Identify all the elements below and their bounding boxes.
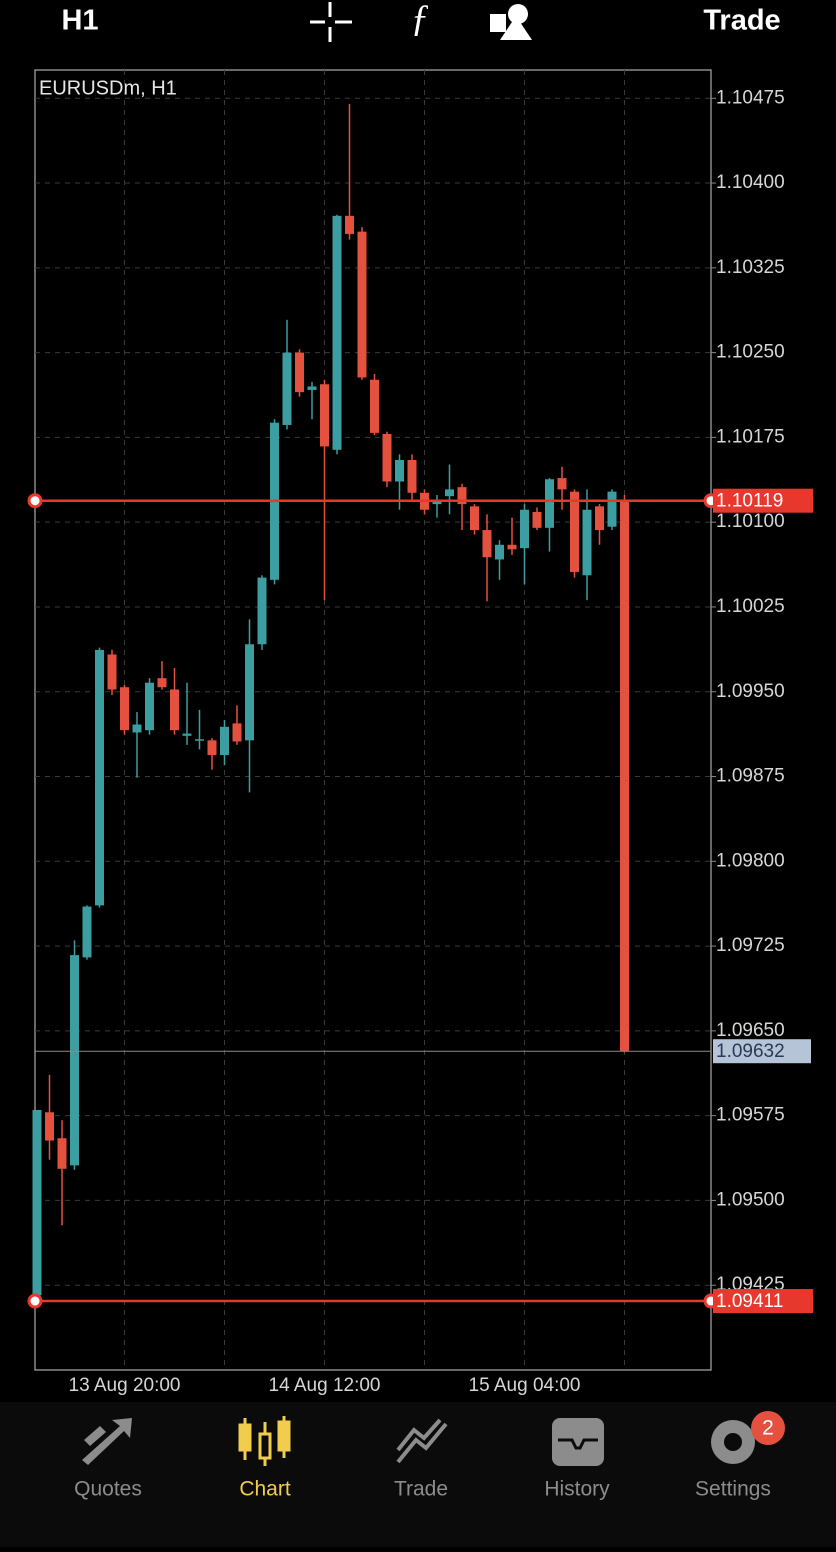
nav-labels: Quotes Chart Trade History Settings <box>74 1478 771 1501</box>
candle-body <box>370 379 379 433</box>
candle-body <box>45 1112 54 1141</box>
y-tick-label: 1.10475 <box>716 87 785 108</box>
candle-body <box>82 906 92 958</box>
y-tick-label: 1.09800 <box>716 850 785 871</box>
candle-body <box>482 530 492 558</box>
x-tick-label: 14 Aug 12:00 <box>269 1375 381 1396</box>
nav-label[interactable]: Trade <box>394 1478 448 1501</box>
candle-body <box>257 577 267 645</box>
y-tick-label: 1.09500 <box>716 1189 785 1210</box>
candle-body <box>32 1110 42 1296</box>
level-label: 1.10119 <box>716 491 783 512</box>
candle-body <box>57 1138 67 1169</box>
candle-body <box>532 512 542 528</box>
badge <box>751 1411 785 1445</box>
y-tick-label: 1.09725 <box>716 935 785 956</box>
candle-body <box>357 231 367 378</box>
chart-frame <box>34 69 712 1371</box>
candle-body <box>245 644 254 741</box>
bid-label-box <box>713 1039 811 1064</box>
nav-label[interactable]: Chart <box>239 1478 291 1501</box>
y-tick-label: 1.10025 <box>716 596 785 617</box>
candle-body <box>620 500 629 1052</box>
y-tick-label: 1.10400 <box>716 172 785 193</box>
candle-body <box>120 687 129 731</box>
candle-body <box>595 506 604 531</box>
badge-count: 2 <box>762 1417 774 1440</box>
candle-body <box>407 460 417 493</box>
y-tick-label: 1.09650 <box>716 1020 785 1041</box>
candle-body <box>207 740 217 756</box>
candle-body <box>382 434 392 482</box>
candle-body <box>457 487 467 505</box>
chart-icon[interactable] <box>238 1416 291 1466</box>
candle-body <box>182 733 192 736</box>
candle-body <box>282 352 292 425</box>
trade-icon[interactable] <box>396 1418 448 1464</box>
level-label-box <box>713 1289 813 1314</box>
candle-body <box>295 352 304 393</box>
candle-body <box>70 955 79 1166</box>
candle-body <box>520 509 529 549</box>
candle-body <box>395 460 404 482</box>
level-handle <box>27 1293 43 1309</box>
candle-body <box>445 489 454 497</box>
candle-body <box>95 649 104 906</box>
trade-button[interactable]: Trade <box>703 5 780 37</box>
nav-bar <box>0 1402 836 1547</box>
settings-icon[interactable]: 2 <box>711 1411 785 1464</box>
candle-body <box>557 478 567 490</box>
nav-label[interactable]: Quotes <box>74 1478 142 1501</box>
candle-body <box>545 479 554 528</box>
y-tick-label: 1.09575 <box>716 1105 785 1126</box>
candle-body <box>607 491 617 527</box>
x-tick-label: 15 Aug 04:00 <box>469 1375 581 1396</box>
y-tick-label: 1.09875 <box>716 766 785 787</box>
candle-body <box>232 723 242 742</box>
candle-body <box>320 384 329 447</box>
candle-body <box>107 654 117 690</box>
nav-label[interactable]: Settings <box>695 1478 771 1501</box>
y-tick-label: 1.10325 <box>716 257 785 278</box>
history-icon[interactable] <box>552 1418 604 1466</box>
candle-body <box>145 682 154 731</box>
candle-body <box>332 215 342 450</box>
x-tick-label: 13 Aug 20:00 <box>69 1375 181 1396</box>
candle-body <box>220 726 229 756</box>
y-tick-label: 1.10250 <box>716 342 785 363</box>
quotes-icon[interactable] <box>82 1418 132 1465</box>
candle-body <box>495 544 504 560</box>
candle-body <box>470 506 479 531</box>
candle-body <box>132 724 142 733</box>
nav-label[interactable]: History <box>544 1478 610 1501</box>
y-tick-label: 1.10175 <box>716 426 785 447</box>
candle-body <box>195 739 204 741</box>
chart: EURUSDm, H1 1.10475 1.10400 1.10325 1.10250… <box>27 69 813 1396</box>
level-label: 1.09411 <box>716 1291 783 1312</box>
crosshair-icon[interactable] <box>310 2 352 42</box>
level-label-box <box>713 488 813 513</box>
candle-body <box>307 386 317 390</box>
timeframe[interactable]: H1 <box>61 5 98 37</box>
candle-body <box>157 678 167 688</box>
candle-body <box>170 689 179 731</box>
y-tick-label: 1.10100 <box>716 511 785 532</box>
objects-icon[interactable] <box>490 4 532 40</box>
level-handle <box>27 493 43 509</box>
candle-body <box>570 491 579 572</box>
bid-label: 1.09632 <box>716 1041 785 1062</box>
candle-body <box>507 544 517 550</box>
y-tick-label: 1.09950 <box>716 681 785 702</box>
chart-title: EURUSDm, H1 <box>39 77 177 99</box>
candle-body <box>345 215 354 234</box>
candle-body <box>582 509 592 576</box>
indicator-icon[interactable]: ƒ <box>411 0 430 40</box>
